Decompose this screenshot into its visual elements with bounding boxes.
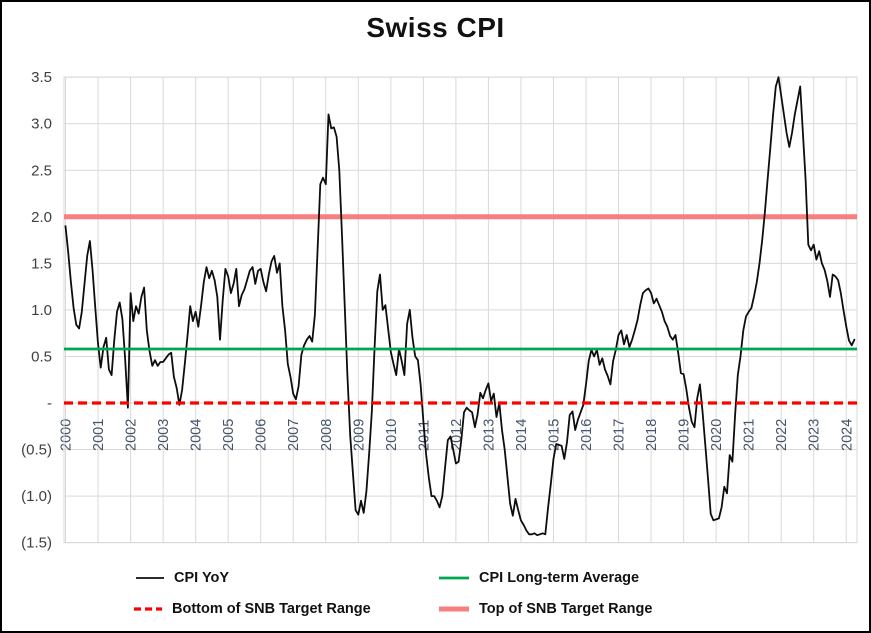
y-tick-label: 2.0 [31,209,52,226]
x-tick-label: 2020 [709,419,725,451]
snb-bottom-dashed-line-swatch-icon [133,604,163,614]
plot-border [63,76,858,544]
long-term-average-line-swatch-icon [438,573,470,583]
legend-label-snb-top: Top of SNB Target Range [479,601,653,617]
x-tick-label: 2016 [579,419,595,451]
x-tick-label: 2002 [124,419,140,451]
legend-entry-long-term-average: CPI Long-term Average [438,570,639,586]
x-tick-label: 2000 [59,419,75,451]
x-tick-label: 2003 [156,419,172,451]
y-tick-label: 3.0 [31,116,52,133]
y-tick-label: 1.5 [31,255,52,272]
x-tick-label: 2007 [286,419,302,451]
x-tick-label: 2021 [742,419,758,451]
legend-label-cpi-yoy: CPI YoY [174,570,230,586]
legend-entry-snb-top: Top of SNB Target Range [438,601,652,617]
x-tick-label: 2004 [189,419,205,451]
x-tick-label: 2009 [351,419,367,451]
y-tick-label: 1.0 [31,302,52,319]
y-tick-label: 0.5 [31,348,52,365]
x-tick-label: 2015 [546,419,562,451]
y-tick-label: (1.0) [21,488,52,505]
x-tick-label: 2013 [481,419,497,451]
legend-entry-snb-bottom: Bottom of SNB Target Range [133,601,371,617]
x-tick-label: 2006 [254,419,270,451]
x-tick-label: 2024 [839,419,855,451]
x-tick-label: 2008 [319,419,335,451]
series-cpi-yoy [64,76,856,537]
y-tick-label: (0.5) [21,442,52,459]
chart-title: Swiss CPI [366,12,505,43]
x-tick-label: 2019 [677,419,693,451]
y-tick-label: (1.5) [21,535,52,552]
x-tick-label: 2022 [774,419,790,451]
x-tick-label: 2017 [612,419,628,451]
y-tick-label: 3.5 [31,69,52,86]
x-tick-label: 2014 [514,419,530,451]
legend-label-snb-bottom: Bottom of SNB Target Range [172,601,371,617]
x-tick-label: 2001 [91,419,107,451]
y-tick-label: 2.5 [31,162,52,179]
snb-top-line-swatch-icon [438,604,470,614]
x-tick-label: 2005 [221,419,237,451]
legend-label-long-term-average: CPI Long-term Average [479,570,640,586]
x-tick-label: 2023 [807,419,823,451]
x-tick-label: 2010 [384,419,400,451]
x-tick-label: 2018 [644,419,660,451]
legend-entry-cpi-yoy: CPI YoY [135,570,229,586]
cpi-yoy-line-swatch-icon [135,573,165,583]
y-tick-label: - [47,395,52,412]
